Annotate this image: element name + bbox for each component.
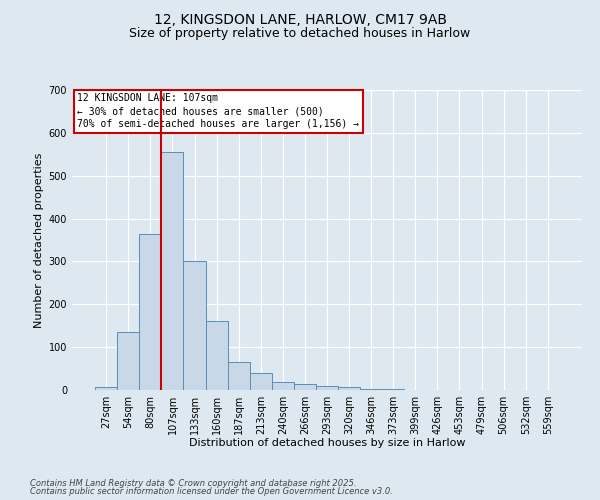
Text: Size of property relative to detached houses in Harlow: Size of property relative to detached ho…	[130, 28, 470, 40]
Bar	[338, 388, 360, 390]
Bar	[272, 382, 294, 390]
Bar	[206, 320, 227, 390]
Y-axis label: Number of detached properties: Number of detached properties	[34, 152, 44, 328]
Bar	[139, 234, 161, 390]
Text: 12 KINGSDON LANE: 107sqm
← 30% of detached houses are smaller (500)
70% of semi-: 12 KINGSDON LANE: 107sqm ← 30% of detach…	[77, 93, 359, 130]
Text: 12, KINGSDON LANE, HARLOW, CM17 9AB: 12, KINGSDON LANE, HARLOW, CM17 9AB	[154, 12, 446, 26]
Bar	[227, 362, 250, 390]
Bar	[184, 262, 206, 390]
Bar	[161, 152, 184, 390]
Bar	[294, 384, 316, 390]
Text: Contains HM Land Registry data © Crown copyright and database right 2025.: Contains HM Land Registry data © Crown c…	[30, 478, 356, 488]
Bar	[316, 386, 338, 390]
Bar	[117, 332, 139, 390]
Bar	[95, 386, 117, 390]
Bar	[250, 373, 272, 390]
Bar	[382, 389, 404, 390]
Bar	[360, 388, 382, 390]
Text: Contains public sector information licensed under the Open Government Licence v3: Contains public sector information licen…	[30, 487, 393, 496]
X-axis label: Distribution of detached houses by size in Harlow: Distribution of detached houses by size …	[189, 438, 465, 448]
